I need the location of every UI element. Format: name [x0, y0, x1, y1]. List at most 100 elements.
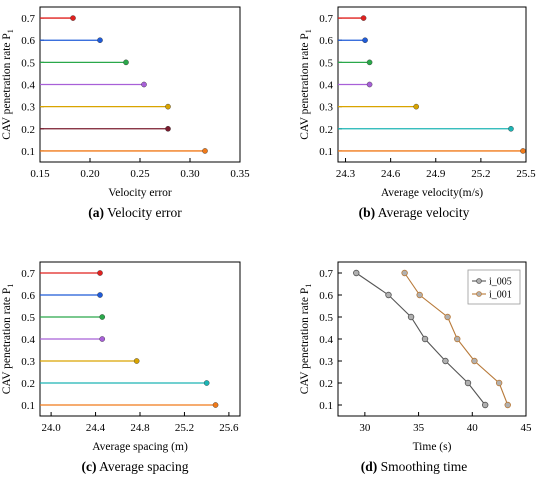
x-tick-label: 45	[521, 422, 533, 434]
series-point-i_001	[401, 269, 408, 277]
legend-swatch-marker	[476, 291, 482, 297]
x-tick-label: 25.5	[516, 168, 536, 180]
y-axis-label: CAV penetration rate P1	[1, 29, 15, 140]
lollipop-point	[508, 125, 514, 132]
x-tick-label: 25.6	[219, 422, 239, 434]
legend-box	[467, 269, 521, 305]
lollipop-point	[413, 103, 420, 110]
y-tick-label: 0.4	[21, 80, 35, 92]
lollipop-point	[360, 15, 367, 21]
caption-b: (b) Average velocity	[284, 205, 544, 221]
x-axis-label: Average velocity(m/s)	[381, 187, 483, 199]
y-axis-label-main: CAV penetration rate P	[1, 33, 13, 140]
lollipop-point	[133, 358, 140, 364]
y-tick-label: 0.5	[319, 57, 333, 69]
y-tick-label: 0.3	[319, 102, 333, 114]
y-tick-label: 0.5	[21, 312, 35, 324]
caption-d-text: Smoothing time	[377, 459, 468, 474]
y-tick-label: 0.1	[21, 146, 35, 158]
chart-0: 0.1 0.2 0.3 0.4 0.5 0.6 0.7 0.15 0.20 0.25 0.30 0.3…	[1, 6, 250, 199]
caption-a: (a) Velocity error	[5, 205, 265, 221]
series-point-i_005	[464, 379, 472, 387]
y-tick-label: 0.2	[319, 124, 333, 136]
x-tick-label: 0.35	[230, 168, 250, 180]
y-tick-label: 0.4	[319, 334, 333, 346]
y-tick-label: 0.5	[21, 57, 35, 69]
lollipop-point	[165, 125, 171, 132]
lollipop-point	[123, 59, 129, 66]
y-axis-label-main: CAV penetration rate P	[299, 33, 311, 140]
x-tick-label: 25.2	[471, 168, 490, 180]
caption-c-text: Average spacing	[96, 459, 189, 474]
x-tick-label: 35	[413, 422, 425, 434]
y-axis-label-subscript: 1	[304, 29, 313, 33]
y-tick-label: 0.6	[319, 35, 333, 47]
series-point-i_001	[504, 401, 511, 409]
x-tick-label: 24.0	[41, 422, 61, 434]
series-point-i_005	[442, 357, 449, 365]
y-tick-label: 0.6	[319, 290, 333, 302]
caption-a-text: Velocity error	[104, 205, 182, 220]
series-point-i_005	[353, 269, 360, 277]
x-tick-label: 24.9	[426, 168, 446, 180]
x-axis-label: Average spacing (m)	[92, 441, 188, 453]
lollipop-point	[520, 148, 526, 154]
legend-label: i_001	[489, 290, 512, 301]
chart-3: 0.1 0.2 0.3 0.4 0.5 0.6 0.7 30 35 40 45 Time (s) CAV…	[299, 261, 533, 453]
series-point-i_005	[385, 291, 392, 299]
x-tick-label: 0.15	[30, 168, 50, 180]
x-tick-label: 24.4	[86, 422, 106, 434]
lollipop-point	[366, 81, 373, 88]
x-axis-label: Time (s)	[413, 441, 452, 453]
lollipop-point	[212, 402, 219, 408]
y-tick-label: 0.6	[21, 290, 35, 302]
caption-c: (c) Average spacing	[5, 459, 265, 475]
x-axis-label: Velocity error	[108, 187, 172, 199]
y-axis-label: CAV penetration rate P1	[1, 284, 15, 395]
y-tick-label: 0.3	[319, 356, 333, 368]
x-tick-label: 24.3	[336, 168, 356, 180]
lollipop-point	[99, 314, 106, 320]
lollipop-point	[202, 148, 208, 154]
y-axis-label: CAV penetration rate P1	[299, 284, 313, 395]
y-tick-label: 0.4	[21, 334, 35, 346]
lollipop-point	[70, 15, 76, 21]
y-tick-label: 0.1	[319, 400, 333, 412]
lollipop-point	[97, 270, 103, 276]
caption-c-label: (c)	[81, 459, 97, 474]
y-axis-label: CAV penetration rate P1	[299, 29, 313, 140]
x-tick-label: 0.30	[180, 168, 200, 180]
lollipop-point	[366, 59, 373, 66]
series-point-i_005	[421, 335, 429, 343]
y-tick-label: 0.6	[21, 35, 35, 47]
series-point-i_001	[454, 335, 461, 343]
series-point-i_005	[481, 401, 489, 409]
y-tick-label: 0.5	[319, 312, 333, 324]
y-tick-label: 0.2	[21, 378, 35, 390]
x-tick-label: 40	[467, 422, 479, 434]
y-tick-label: 0.3	[21, 102, 35, 114]
caption-b-label: (b)	[358, 205, 376, 220]
series-point-i_005	[407, 313, 415, 321]
lollipop-point	[362, 37, 368, 44]
y-tick-label: 0.7	[21, 13, 35, 25]
x-tick-label: 0.20	[80, 168, 100, 180]
series-point-i_001	[416, 291, 423, 299]
caption-b-text: Average velocity	[375, 205, 470, 220]
x-tick-label: 25.2	[175, 422, 194, 434]
lollipop-point	[165, 103, 171, 110]
caption-d-label: (d)	[360, 459, 378, 474]
y-axis-label-main: CAV penetration rate P	[1, 288, 13, 395]
y-axis-label-subscript: 1	[6, 29, 15, 33]
chart-2: 0.1 0.2 0.3 0.4 0.5 0.6 0.7 24.0 24.4 24.8 25.2 25.…	[1, 261, 241, 453]
x-tick-label: 24.6	[381, 168, 401, 180]
legend-label: i_005	[489, 277, 512, 288]
series-point-i_001	[471, 357, 478, 365]
legend-swatch-marker	[476, 278, 482, 284]
lollipop-point	[203, 380, 210, 386]
y-tick-label: 0.1	[319, 146, 333, 158]
y-tick-label: 0.7	[319, 13, 333, 25]
lollipop-point	[99, 336, 106, 342]
y-axis-label-main: CAV penetration rate P	[299, 288, 311, 395]
